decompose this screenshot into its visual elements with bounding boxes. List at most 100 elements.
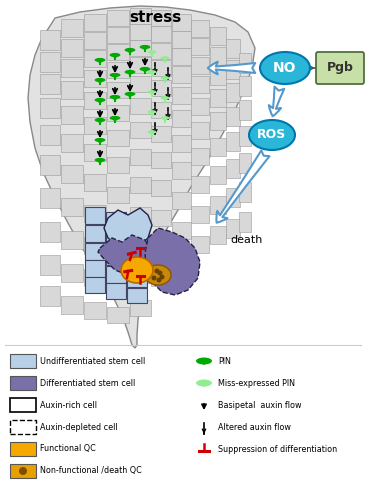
Ellipse shape xyxy=(124,70,135,74)
Bar xyxy=(191,206,209,222)
Bar xyxy=(239,100,251,120)
Ellipse shape xyxy=(161,116,169,119)
Bar xyxy=(130,40,150,56)
Circle shape xyxy=(157,278,161,282)
Bar xyxy=(191,176,209,192)
Bar xyxy=(127,234,147,252)
Bar xyxy=(10,464,36,478)
Bar xyxy=(127,288,147,302)
Circle shape xyxy=(160,274,164,280)
Text: Differentiated stem cell: Differentiated stem cell xyxy=(40,378,135,388)
Bar xyxy=(172,222,190,238)
Bar xyxy=(130,8,150,24)
Bar xyxy=(85,260,105,276)
Bar xyxy=(151,26,171,42)
Bar xyxy=(172,192,190,208)
Bar xyxy=(239,182,251,202)
Bar xyxy=(84,174,106,190)
Bar xyxy=(107,157,129,173)
Ellipse shape xyxy=(147,130,157,134)
Bar xyxy=(151,80,171,96)
Bar xyxy=(61,198,83,216)
Ellipse shape xyxy=(124,92,135,96)
Bar xyxy=(10,376,36,390)
Bar xyxy=(191,20,209,36)
Text: Basipetal  auxin flow: Basipetal auxin flow xyxy=(218,400,302,409)
Text: death: death xyxy=(230,235,262,245)
Bar xyxy=(127,271,147,287)
Bar xyxy=(84,204,106,222)
Ellipse shape xyxy=(94,118,105,122)
Bar xyxy=(226,82,240,102)
Bar xyxy=(84,32,106,48)
Bar xyxy=(10,354,36,368)
Bar xyxy=(191,148,209,164)
Bar xyxy=(40,30,60,50)
Bar xyxy=(107,217,129,233)
Bar xyxy=(127,216,147,234)
Bar xyxy=(106,283,126,299)
Bar xyxy=(172,110,190,126)
Bar xyxy=(191,236,209,252)
Bar xyxy=(130,207,150,223)
Text: NO: NO xyxy=(273,61,297,75)
Bar xyxy=(239,153,251,173)
FancyBboxPatch shape xyxy=(316,52,364,84)
Bar xyxy=(84,236,106,254)
Bar xyxy=(130,122,150,138)
Bar xyxy=(106,266,126,282)
Bar xyxy=(172,134,190,152)
Circle shape xyxy=(152,276,157,280)
Bar xyxy=(10,420,36,434)
Text: Non-functional /death QC: Non-functional /death QC xyxy=(40,466,142,475)
Bar xyxy=(172,48,190,64)
Bar xyxy=(130,57,150,73)
Text: Suppression of differentiation: Suppression of differentiation xyxy=(218,444,337,454)
Bar xyxy=(84,50,106,66)
Bar xyxy=(130,267,150,283)
Ellipse shape xyxy=(109,73,120,77)
Bar xyxy=(10,442,36,456)
Ellipse shape xyxy=(121,257,153,283)
Text: Auxin-depleted cell: Auxin-depleted cell xyxy=(40,422,117,432)
Bar xyxy=(61,59,83,77)
Bar xyxy=(151,270,171,286)
Bar xyxy=(106,230,126,246)
Bar xyxy=(40,125,60,145)
Bar xyxy=(40,188,60,208)
Bar xyxy=(84,14,106,30)
Ellipse shape xyxy=(147,70,157,73)
Bar xyxy=(130,149,150,165)
Bar xyxy=(107,105,129,121)
Bar xyxy=(84,268,106,285)
Bar xyxy=(191,98,209,114)
Bar xyxy=(239,53,251,73)
Bar xyxy=(107,247,129,263)
Ellipse shape xyxy=(147,50,157,53)
Bar xyxy=(107,62,129,78)
Bar xyxy=(130,300,150,316)
Ellipse shape xyxy=(161,96,169,100)
Bar xyxy=(40,286,60,306)
Ellipse shape xyxy=(94,158,105,162)
Bar xyxy=(106,212,126,228)
Bar xyxy=(210,27,226,45)
Text: Altered auxin flow: Altered auxin flow xyxy=(218,422,291,432)
Bar xyxy=(107,277,129,293)
Ellipse shape xyxy=(94,78,105,82)
Ellipse shape xyxy=(161,56,169,59)
Bar xyxy=(151,126,171,142)
Bar xyxy=(226,158,240,178)
Ellipse shape xyxy=(124,48,135,52)
Bar xyxy=(226,38,240,58)
Bar xyxy=(130,24,150,40)
Ellipse shape xyxy=(196,358,212,364)
Bar xyxy=(151,240,171,256)
Bar xyxy=(172,252,190,268)
Bar xyxy=(85,206,105,224)
Bar xyxy=(151,10,171,26)
Ellipse shape xyxy=(19,467,27,475)
Text: Pgb: Pgb xyxy=(326,62,354,74)
Bar xyxy=(61,296,83,314)
Bar xyxy=(61,134,83,152)
